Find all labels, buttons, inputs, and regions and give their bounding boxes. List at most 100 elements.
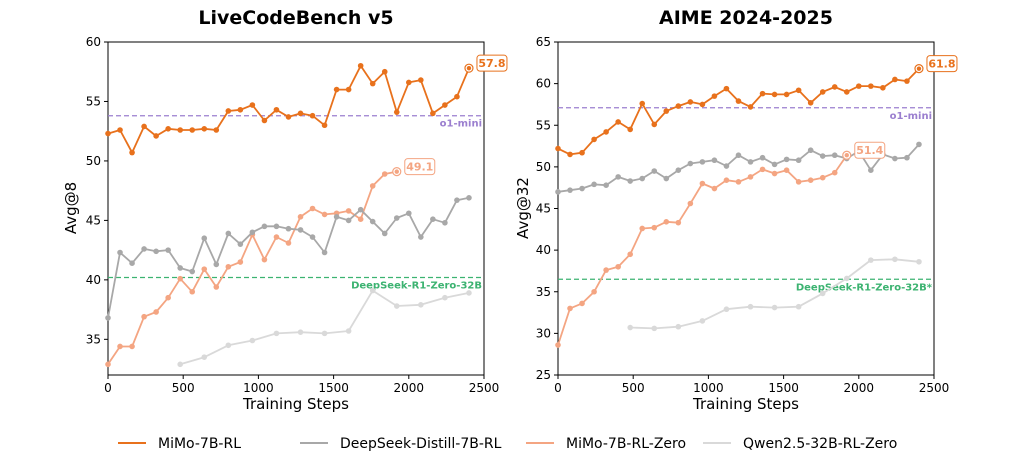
data-point	[285, 114, 292, 120]
data-point	[129, 260, 135, 267]
data-point	[771, 161, 778, 168]
data-point	[177, 275, 183, 282]
data-point	[454, 93, 460, 100]
data-point	[309, 112, 316, 119]
data-point	[406, 79, 412, 86]
reference-label: o1-mini	[440, 119, 482, 130]
end-point	[466, 65, 472, 71]
data-point	[261, 223, 268, 230]
y-tick-label: 55	[536, 118, 551, 132]
data-point	[819, 174, 826, 181]
data-point	[177, 127, 183, 133]
series-line	[630, 258, 920, 330]
data-point	[615, 174, 621, 180]
data-point	[105, 130, 111, 137]
data-point	[249, 102, 256, 108]
data-point	[105, 315, 111, 321]
data-point	[393, 215, 400, 221]
data-point	[759, 90, 766, 97]
data-point	[807, 177, 814, 183]
data-point	[141, 246, 147, 252]
data-point	[297, 227, 304, 233]
data-point	[651, 168, 658, 174]
data-point	[904, 154, 910, 161]
data-point	[615, 263, 621, 270]
data-point	[868, 167, 874, 174]
data-point	[687, 200, 694, 207]
data-point	[663, 219, 670, 225]
data-point	[165, 294, 171, 301]
data-point	[759, 166, 766, 173]
data-point	[381, 68, 388, 75]
data-point	[345, 208, 352, 214]
data-point	[105, 361, 111, 368]
data-point	[261, 117, 268, 124]
y-tick-label: 45	[86, 213, 101, 227]
y-tick-label: 50	[86, 154, 101, 168]
series-line	[107, 64, 470, 154]
data-point	[273, 234, 280, 240]
y-tick-label: 50	[536, 160, 551, 174]
data-point	[627, 126, 633, 133]
data-point	[687, 160, 694, 167]
legend-label: MiMo-7B-RL-Zero	[566, 436, 686, 452]
y-tick-label: 35	[86, 332, 101, 346]
data-point	[345, 86, 352, 93]
data-point	[466, 290, 472, 296]
end-point	[916, 66, 922, 71]
data-point	[639, 175, 646, 182]
data-point	[381, 171, 388, 177]
data-point	[225, 108, 232, 114]
data-point	[735, 98, 742, 104]
data-point	[735, 179, 742, 185]
y-tick-label: 55	[86, 94, 101, 108]
data-point	[819, 153, 826, 159]
data-point	[663, 175, 670, 182]
data-point	[369, 287, 376, 294]
chart-title: AIME 2024-2025	[659, 7, 833, 29]
data-point	[273, 330, 280, 337]
x-tick-label: 0	[104, 381, 112, 395]
x-tick-label: 0	[554, 381, 562, 395]
data-point	[675, 219, 682, 226]
data-point	[141, 123, 147, 130]
data-point	[603, 182, 609, 188]
data-point	[711, 93, 718, 99]
data-point	[129, 343, 135, 350]
data-point	[675, 103, 682, 109]
data-point	[430, 110, 436, 117]
data-point	[285, 225, 292, 232]
data-point	[466, 194, 472, 201]
data-point	[261, 256, 268, 263]
data-point	[819, 89, 826, 95]
data-point	[579, 185, 585, 192]
data-point	[747, 174, 754, 180]
data-point	[321, 330, 328, 337]
end-label: 57.8	[478, 57, 505, 70]
reference-label: DeepSeek-R1-Zero-32B	[351, 280, 482, 291]
data-point	[357, 62, 364, 69]
data-point	[723, 306, 730, 313]
data-point	[747, 104, 754, 110]
x-tick-label: 2500	[469, 381, 500, 395]
data-point	[627, 251, 633, 258]
data-point	[418, 234, 424, 240]
end-label: 49.1	[406, 161, 433, 174]
data-point	[393, 303, 400, 309]
y-tick-label: 60	[86, 35, 101, 49]
x-tick-label: 2000	[844, 381, 875, 395]
legend-label: Qwen2.5-32B-RL-Zero	[743, 436, 897, 452]
data-point	[153, 309, 159, 315]
data-point	[868, 257, 874, 263]
end-label: 51.4	[856, 144, 883, 157]
chart-livecodebench: LiveCodeBench v5 Training Steps Avg@8 0 5…	[62, 7, 508, 413]
data-point	[663, 108, 670, 114]
x-tick-label: 1000	[693, 381, 724, 395]
data-point	[916, 258, 922, 265]
y-tick-label: 65	[536, 35, 551, 49]
data-point	[555, 145, 561, 152]
x-tick-label: 500	[172, 381, 195, 395]
data-point	[627, 324, 633, 331]
data-point	[201, 266, 208, 272]
